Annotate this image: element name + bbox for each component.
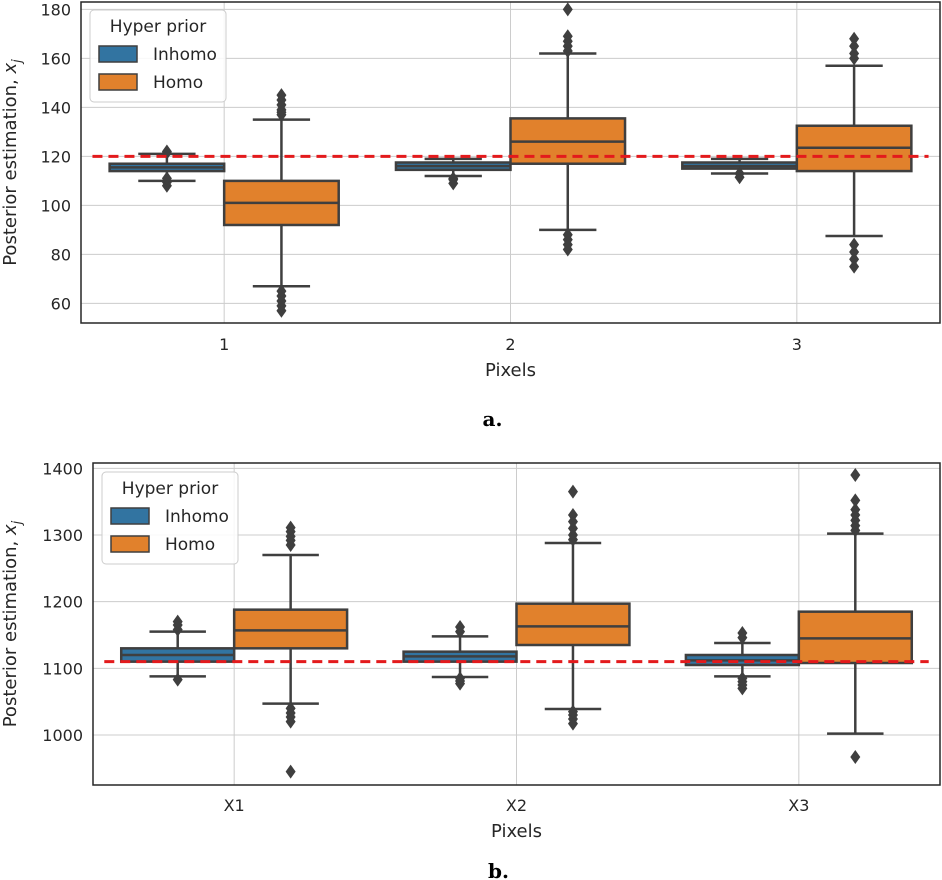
y-tick-label: 80: [51, 245, 71, 264]
outlier-point: [850, 750, 861, 764]
outlier-point: [850, 493, 861, 508]
y-tick-label: 1400: [42, 459, 83, 478]
box-inhomo-3: [681, 157, 799, 185]
panel-caption: b.: [488, 859, 509, 880]
legend-label-inhomo: Inhomo: [153, 45, 217, 65]
y-tick-label: 140: [40, 98, 71, 117]
axes-frame: [92, 462, 941, 786]
legend-label-inhomo: Inhomo: [165, 507, 229, 527]
x-tick-label: X2: [506, 796, 527, 815]
outlier-point: [849, 31, 860, 46]
legend-label-homo: Homo: [153, 73, 203, 93]
outlier-point: [172, 614, 183, 629]
y-axis-label-var: x: [0, 63, 21, 75]
chart-panel-1: 60 80 100 120 140 160 180 1 2 3 Pixels Posterior es…: [0, 0, 941, 431]
panel-caption: a.: [483, 407, 503, 431]
outlier-point: [849, 39, 860, 54]
box-homo-1: [222, 88, 340, 318]
x-axis-label: Pixels: [485, 360, 536, 381]
outlier-point: [172, 672, 183, 687]
x-tick-label: X3: [788, 796, 809, 815]
outlier-point: [737, 671, 748, 686]
outlier-point: [562, 29, 573, 44]
y-tick-label: 60: [51, 294, 71, 313]
box-homo-X3: [797, 468, 914, 764]
outlier-point: [850, 468, 861, 482]
x-tick-label: 2: [505, 335, 515, 354]
outlier-point: [455, 671, 466, 686]
y-axis-label: Posterior estimation, xj: [0, 520, 25, 727]
legend-swatch-inhomo: [98, 45, 138, 63]
y-axis-label-var: x: [0, 524, 21, 536]
y-axis-label-text: Posterior estimation,: [0, 74, 21, 266]
outlier-point: [849, 237, 860, 252]
outlier-point: [849, 46, 860, 61]
box-inhomo-2: [394, 157, 512, 191]
outlier-point: [567, 484, 578, 499]
outlier-point: [849, 244, 860, 259]
legend: Hyper prior Inhomo Homo: [89, 9, 227, 103]
y-tick-label: 180: [40, 0, 71, 19]
legend-swatch-inhomo: [110, 507, 150, 525]
y-axis-label-text: Posterior estimation,: [0, 535, 21, 727]
x-axis-label: Pixels: [491, 821, 542, 842]
y-tick-label: 1100: [42, 659, 83, 678]
outlier-point: [276, 284, 287, 299]
outlier-point: [285, 520, 296, 535]
outlier-point: [455, 620, 466, 634]
box-inhomo-X2: [402, 620, 518, 691]
outlier-point: [567, 508, 578, 522]
y-axis-label-subscript: j: [10, 59, 25, 65]
legend: Hyper prior Inhomo Homo: [101, 471, 239, 565]
legend-label-homo: Homo: [165, 535, 215, 555]
outlier-point: [567, 704, 578, 719]
y-tick-label: 1300: [42, 526, 83, 545]
outlier-point: [448, 171, 459, 186]
box-homo-3: [795, 31, 913, 274]
box-inhomo-1: [108, 144, 226, 193]
box-homo-X2: [515, 484, 631, 731]
outlier-point: [161, 171, 172, 186]
y-tick-label: 1200: [42, 593, 83, 612]
x-tick-label: 3: [792, 335, 802, 354]
outlier-point: [734, 166, 745, 181]
legend-swatch-homo: [98, 73, 138, 91]
outlier-point: [849, 252, 860, 267]
x-tick-label: X1: [224, 796, 245, 815]
box-homo-X1: [232, 520, 349, 779]
outlier-point: [850, 502, 861, 517]
outlier-point: [737, 626, 748, 640]
axes-frame: [80, 1, 941, 324]
box-iqr: [515, 602, 631, 647]
outlier-point: [285, 764, 296, 779]
legend-title: Hyper prior: [110, 17, 206, 37]
box-homo-2: [509, 2, 627, 257]
y-tick-label: 160: [40, 49, 71, 68]
legend-title: Hyper prior: [122, 479, 218, 499]
outlier-point: [562, 2, 573, 17]
outlier-point: [285, 701, 296, 716]
legend-swatch-homo: [110, 535, 150, 553]
y-tick-label: 120: [40, 147, 71, 166]
outlier-point: [562, 227, 573, 242]
chart-panel-2: 1000 1100 1200 1300 1400 X1 X2 X3 Pixels Posterio…: [0, 459, 941, 880]
outlier-point: [849, 259, 860, 274]
outlier-point: [276, 88, 287, 103]
box-inhomo-X1: [119, 614, 236, 687]
y-tick-label: 100: [40, 196, 71, 215]
x-tick-label: 1: [219, 335, 229, 354]
y-axis-label-subscript: j: [10, 520, 25, 526]
box-inhomo-X3: [684, 626, 801, 696]
y-tick-label: 1000: [42, 726, 83, 745]
y-axis-label: Posterior estimation, xj: [0, 59, 25, 266]
box-iqr: [232, 608, 349, 650]
